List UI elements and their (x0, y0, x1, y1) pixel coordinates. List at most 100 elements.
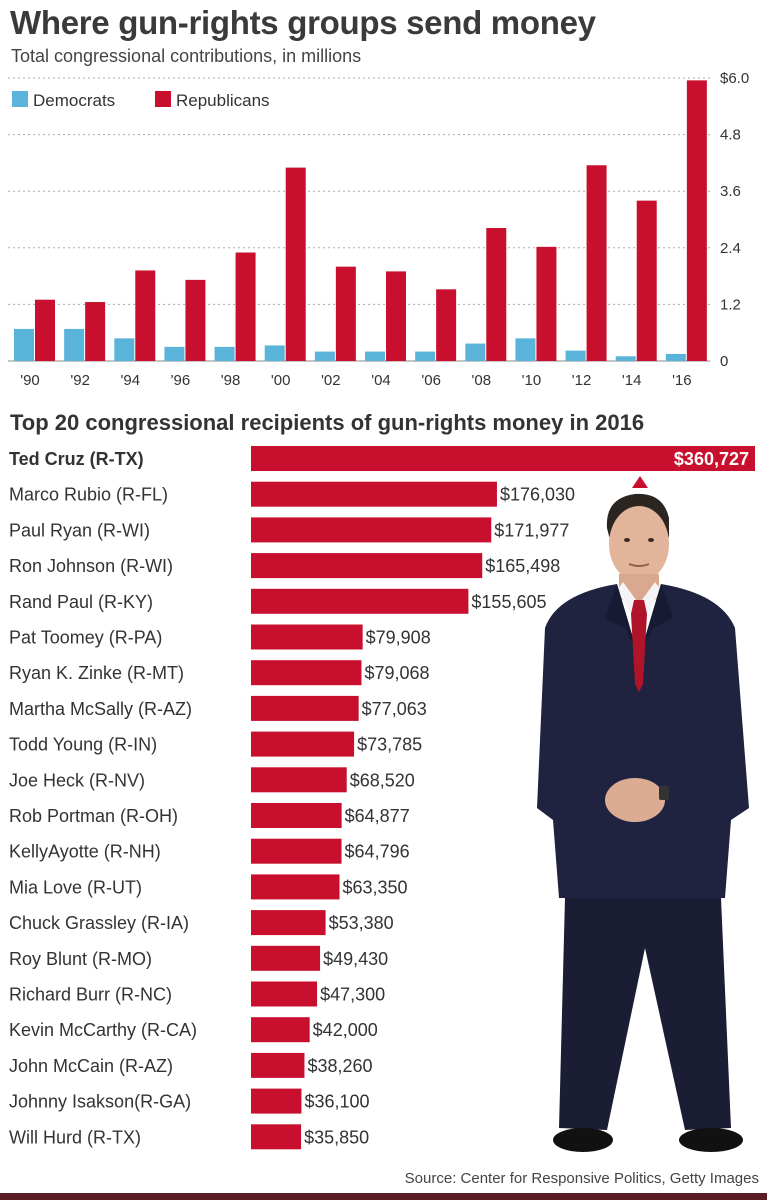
recipient-value-label: $77,063 (362, 699, 427, 719)
recipient-name: Joe Heck (R-NV) (9, 770, 145, 790)
recipient-name: Johnny Isakson(R-GA) (9, 1092, 191, 1112)
recipient-value-label: $49,430 (323, 949, 388, 969)
bar-democrats (164, 346, 185, 361)
top-recipients-chart: Ted Cruz (R-TX) $360,727 Marco Rubio (R-FL… (9, 446, 755, 1150)
recipient-bar (251, 624, 363, 650)
recipient-bar (251, 1017, 310, 1043)
recipient-name: Richard Burr (R-NC) (9, 985, 172, 1005)
recipient-name: Martha McSally (R-AZ) (9, 699, 192, 719)
x-tick-label: '08 (472, 372, 492, 389)
recipient-value-label: $63,350 (343, 877, 408, 897)
recipient-value-label: $53,380 (329, 913, 394, 933)
legend-label-republicans: Republicans (176, 91, 270, 110)
highlight-pointer (632, 476, 648, 488)
bar-democrats (214, 346, 235, 361)
recipient-bar (251, 588, 469, 614)
recipient-bar (251, 767, 347, 793)
source-note: Source: Center for Responsive Politics, … (404, 1170, 759, 1187)
x-tick-label: '98 (221, 372, 241, 389)
y-tick-label: 2.4 (720, 240, 741, 257)
recipient-bar (251, 981, 318, 1007)
bar-republicans (185, 279, 206, 361)
recipient-bar (251, 1124, 302, 1150)
y-tick-label: $6.0 (720, 70, 749, 87)
recipient-value-label: $36,100 (304, 1092, 369, 1112)
ted-cruz-photo (537, 493, 749, 1152)
recipient-bar (251, 553, 483, 579)
bar-republicans (35, 299, 55, 361)
recipient-name: Roy Blunt (R-MO) (9, 949, 152, 969)
recipient-value-label: $64,877 (345, 806, 410, 826)
recipient-name: Paul Ryan (R-WI) (9, 520, 150, 540)
recipient-value-label: $165,498 (485, 556, 560, 576)
bar-democrats (64, 328, 85, 361)
bar-republicans (285, 167, 306, 361)
bar-democrats (615, 356, 636, 361)
bar-republicans (536, 246, 557, 361)
bar-democrats (264, 345, 285, 361)
recipient-bar (251, 731, 355, 757)
x-tick-label: '02 (321, 372, 341, 389)
legend-label-democrats: Democrats (33, 91, 115, 110)
bar-republicans (85, 302, 106, 361)
x-tick-label: '16 (672, 372, 692, 389)
recipient-bar (251, 517, 492, 543)
y-tick-label: 0 (720, 353, 728, 370)
y-tick-label: 1.2 (720, 296, 741, 313)
bar-republicans (636, 200, 657, 361)
x-tick-label: '94 (121, 372, 141, 389)
chart-title: Where gun-rights groups send money (10, 4, 596, 41)
recipients-chart-title: Top 20 congressional recipients of gun-r… (10, 410, 645, 435)
bar-republicans (586, 165, 607, 361)
recipient-name: John McCain (R-AZ) (9, 1056, 173, 1076)
recipient-value-label: $79,908 (366, 628, 431, 648)
bar-democrats (565, 350, 586, 361)
recipient-bar (251, 945, 321, 971)
bar-republicans (686, 80, 707, 361)
x-tick-label: '90 (20, 372, 40, 389)
chart-subtitle: Total congressional contributions, in mi… (11, 46, 362, 66)
recipient-bar (251, 481, 497, 507)
recipient-bar (251, 874, 340, 900)
recipient-name: Mia Love (R-UT) (9, 877, 142, 897)
recipient-bar (251, 695, 359, 721)
recipient-bar (251, 1088, 302, 1114)
bar-republicans (335, 266, 356, 361)
x-tick-label: '00 (271, 372, 291, 389)
x-tick-label: '04 (371, 372, 391, 389)
x-tick-label: '06 (421, 372, 441, 389)
recipient-value-label: $38,260 (307, 1056, 372, 1076)
bar-democrats (314, 351, 335, 361)
bar-republicans (386, 271, 406, 361)
recipient-name: Ryan K. Zinke (R-MT) (9, 663, 184, 683)
recipient-value-label: $42,000 (313, 1020, 378, 1040)
recipient-name: Ted Cruz (R-TX) (9, 449, 144, 469)
contributions-by-year-chart: $6.0 4.8 3.6 2.4 1.2 0 Democrats Republicans '90… (8, 70, 749, 389)
bar-democrats (515, 338, 536, 361)
recipient-value-label: $35,850 (304, 1127, 369, 1147)
x-tick-label: '12 (572, 372, 592, 389)
recipient-value-label: $79,068 (364, 663, 429, 683)
x-tick-label: '10 (522, 372, 542, 389)
recipient-bar (251, 803, 342, 828)
bar-democrats (415, 351, 436, 361)
legend-swatch-republicans (155, 91, 171, 107)
recipient-name: Kevin McCarthy (R-CA) (9, 1020, 197, 1040)
bar-democrats (665, 353, 686, 361)
bar-democrats (465, 343, 486, 361)
bar-republicans (135, 270, 156, 361)
recipient-bar (251, 446, 755, 471)
bar-republicans (235, 252, 256, 361)
recipient-name: Pat Toomey (R-PA) (9, 628, 162, 648)
bar-democrats (365, 351, 385, 361)
recipient-value-label: $171,977 (494, 520, 569, 540)
x-tick-label: '14 (622, 372, 642, 389)
legend-swatch-democrats (12, 91, 28, 107)
x-tick-label: '92 (70, 372, 90, 389)
x-tick-label: '96 (171, 372, 191, 389)
recipient-bar (251, 660, 362, 686)
recipient-name: Rob Portman (R-OH) (9, 806, 178, 826)
y-tick-label: 4.8 (720, 127, 741, 144)
bottom-rule (0, 1193, 767, 1200)
bar-democrats (114, 338, 135, 361)
